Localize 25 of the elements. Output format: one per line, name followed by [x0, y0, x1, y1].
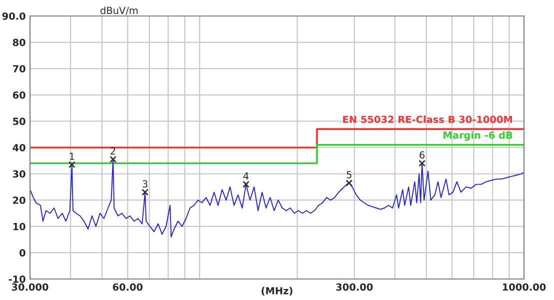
series-label: EN 55032 RE-Class B 30-1000M — [343, 116, 512, 124]
x-tick-label: 60.00 — [112, 283, 143, 291]
y-tick-label: 70 — [12, 65, 26, 72]
x-tick-label: 300.00 — [336, 283, 373, 291]
annotation: 2 — [110, 147, 116, 155]
y-tick-label: 30 — [12, 170, 26, 178]
y-tick-label: 90.0 — [2, 12, 26, 20]
series-label: Margin -6 dB — [444, 131, 512, 141]
x-tick-label: 1000.00 — [502, 283, 546, 291]
y-tick-label: 40 — [12, 144, 26, 152]
y-tick-label: 0 — [20, 249, 26, 257]
y-tick-label: 60 — [12, 91, 26, 99]
y-tick-label: -10 — [8, 275, 26, 283]
y-tick-label: 50 — [13, 118, 26, 126]
annotation: 1 — [70, 152, 74, 160]
annotation: 5 — [346, 171, 352, 178]
x-axis-title: (MHz) — [262, 286, 292, 296]
y-tick-label: 80 — [12, 38, 26, 46]
annotation: 3 — [142, 180, 148, 188]
annotation: 4 — [243, 172, 249, 180]
annotation: 6 — [420, 151, 425, 159]
y-tick-label: 10 — [13, 222, 26, 230]
y-axis-title: dBuV/m — [100, 6, 138, 15]
x-tick-label: 30.000 — [12, 283, 48, 291]
y-tick-label: 20 — [13, 196, 26, 204]
